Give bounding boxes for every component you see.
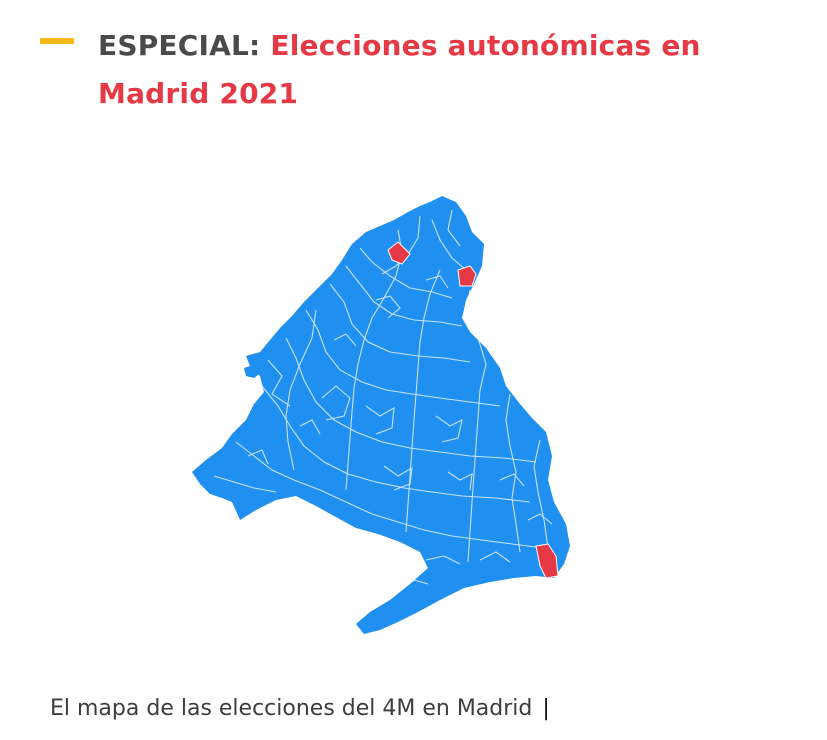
- map-caption: El mapa de las elecciones del 4M en Madr…: [50, 696, 550, 721]
- headline-title-link[interactable]: Elecciones autonómicas en Madrid 2021: [98, 29, 701, 110]
- caption-separator: |: [542, 696, 550, 721]
- madrid-map-svg: [192, 196, 570, 634]
- madrid-map: [0, 180, 827, 650]
- municipality-borders: [213, 209, 553, 591]
- map-highlight-northeast: [457, 265, 477, 287]
- headline: ESPECIAL: Elecciones autonómicas en Madr…: [98, 22, 788, 118]
- headline-kicker: ESPECIAL:: [98, 29, 261, 62]
- map-highlight-north: [387, 241, 411, 265]
- map-region-fragment: [244, 364, 262, 378]
- map-highlight-southeast: [535, 543, 559, 579]
- accent-bar: [40, 38, 74, 44]
- map-caption-text: El mapa de las elecciones del 4M en Madr…: [50, 696, 533, 721]
